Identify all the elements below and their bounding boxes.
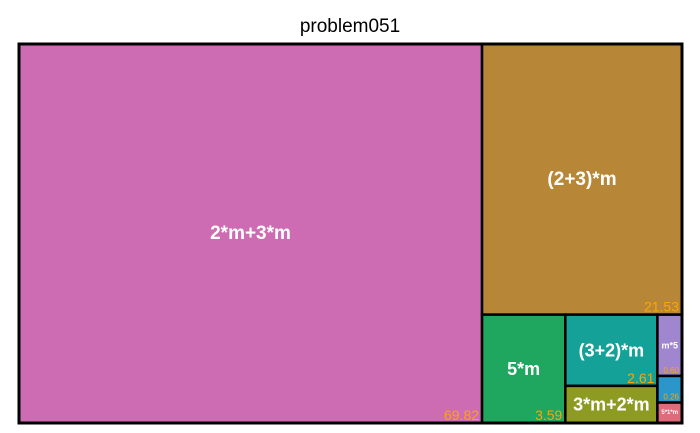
- tile-value: 0.26: [663, 393, 679, 402]
- chart-title: problem051: [299, 16, 401, 37]
- tile-rect: [656, 313, 684, 378]
- tile-label: 5*1*m: [661, 410, 678, 416]
- treemap-tile: 0.26: [656, 374, 684, 404]
- tile-label: 3*m+2*m: [573, 394, 650, 414]
- treemap-tile: 5*m 3.59: [480, 313, 567, 425]
- tile-label: (2+3)*m: [547, 169, 616, 190]
- treemap-tile: 5*1*m: [656, 401, 684, 425]
- treemap-tile: m*5 0.60: [656, 313, 684, 378]
- tile-label: (3+2)*m: [579, 340, 645, 360]
- tile-value: 21.53: [644, 299, 679, 315]
- plot-frame: [17, 42, 684, 425]
- treemap-tile: (2+3)*m 21.53: [480, 42, 684, 316]
- treemap-tile: 3*m+2*m: [564, 384, 659, 425]
- tile-label: 5*m: [507, 359, 540, 379]
- tile-label: 2*m+3*m: [210, 223, 291, 244]
- tile-value: 3.59: [535, 407, 562, 423]
- tile-value: 69.82: [444, 407, 479, 423]
- treemap-tile: (3+2)*m 2.61: [564, 313, 659, 388]
- tile-value: 0.60: [663, 366, 679, 375]
- tile-label: m*5: [661, 340, 678, 350]
- tile-value: 2.61: [627, 370, 654, 386]
- treemap-tile: 2*m+3*m 69.82: [17, 42, 484, 425]
- tile-rect: [656, 374, 684, 404]
